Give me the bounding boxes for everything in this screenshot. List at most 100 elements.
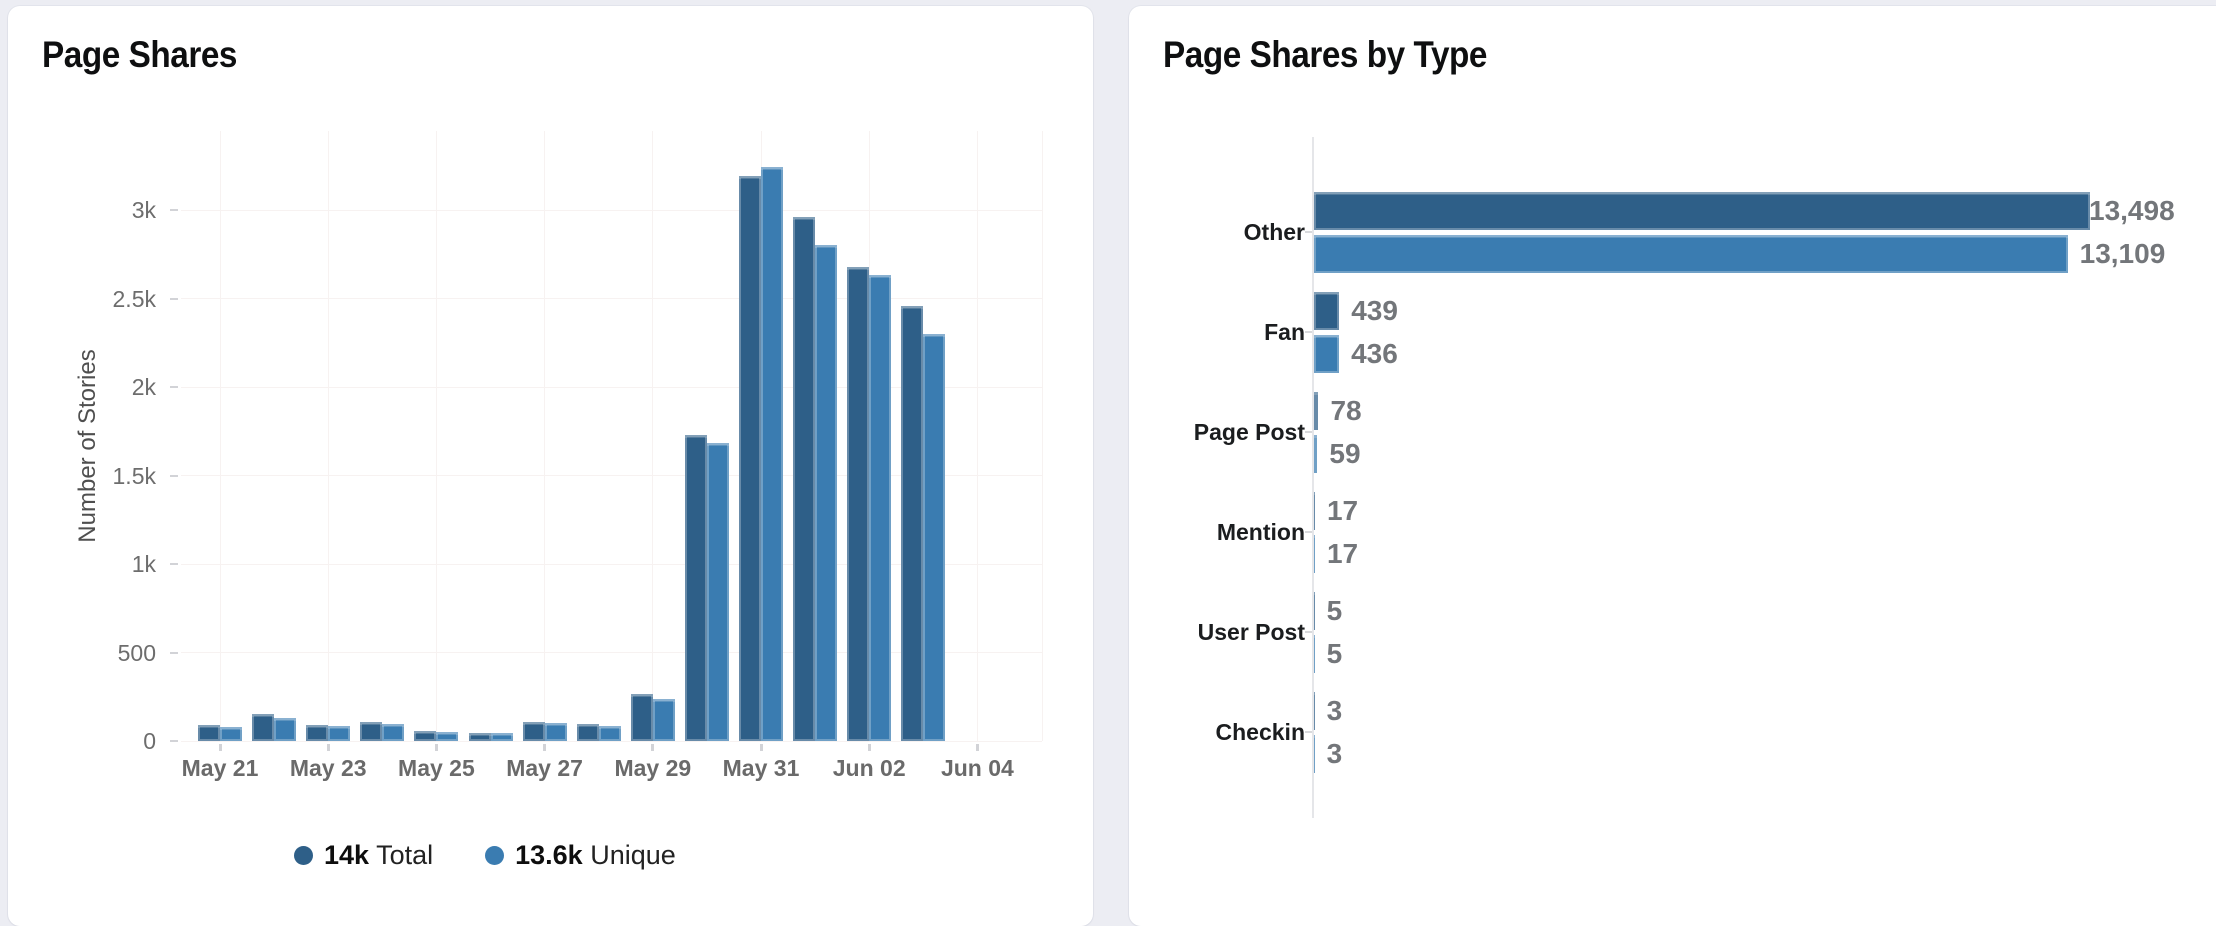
- total-bar[interactable]: [1314, 192, 2090, 230]
- total-bar[interactable]: [793, 217, 816, 741]
- y-axis-tick: [170, 474, 178, 477]
- unique-bar[interactable]: [815, 244, 838, 741]
- y-axis-tick-label: 2k: [131, 374, 156, 400]
- page-shares-by-type-title: Page Shares by Type: [1163, 34, 1487, 75]
- total-bar[interactable]: [1314, 692, 1315, 730]
- unique-bar[interactable]: [1314, 635, 1315, 673]
- legend-label-unique: Unique: [590, 840, 676, 870]
- x-axis-tick: [867, 744, 871, 751]
- page-shares-plot: 0 500 1k 1.5k 2k 2.5k 3k May 21 May 23 May 25 May …: [113, 131, 1043, 781]
- y-axis-tick: [170, 740, 178, 742]
- category-tick: [1305, 331, 1312, 333]
- category-label: User Post: [1197, 619, 1305, 645]
- grid-line-horizontal: [181, 298, 1042, 299]
- total-bar[interactable]: [522, 721, 545, 741]
- total-bar[interactable]: [198, 725, 220, 741]
- grid-line-vertical: [219, 131, 221, 741]
- unique-bar[interactable]: [1314, 735, 1315, 773]
- category-tick: [1305, 631, 1312, 633]
- total-bar[interactable]: [901, 306, 924, 741]
- grid-line-horizontal: [181, 740, 1042, 742]
- total-bar[interactable]: [1314, 492, 1315, 530]
- y-axis-tick: [170, 209, 178, 211]
- total-bar[interactable]: [847, 266, 870, 741]
- unique-bar[interactable]: [436, 732, 459, 741]
- category-label: Other: [1243, 219, 1305, 245]
- unique-bar[interactable]: [220, 726, 242, 741]
- y-axis-tick-label: 3k: [131, 197, 156, 223]
- x-axis-tick: [326, 744, 330, 751]
- total-bar[interactable]: [576, 724, 599, 741]
- category-tick: [1305, 231, 1312, 233]
- unique-bar[interactable]: [382, 724, 405, 741]
- total-bar[interactable]: [1314, 592, 1315, 630]
- grid-line-vertical: [652, 131, 654, 741]
- grid-line-horizontal: [181, 209, 1042, 211]
- x-axis-tick: [218, 744, 222, 751]
- unique-bar[interactable]: [274, 718, 297, 741]
- y-axis-tick-label: 0: [143, 728, 156, 754]
- value-label: 17: [1326, 538, 1359, 569]
- unique-bar[interactable]: [1314, 435, 1318, 473]
- x-axis-tick-label: May 27: [506, 755, 583, 781]
- total-bar[interactable]: [1314, 392, 1319, 430]
- total-bar[interactable]: [306, 725, 329, 741]
- x-axis-tick: [759, 744, 763, 751]
- total-bar[interactable]: [684, 434, 707, 741]
- value-label: 3: [1326, 738, 1343, 769]
- grid-line-horizontal: [181, 563, 1042, 565]
- unique-bar[interactable]: [490, 733, 513, 741]
- unique-bar[interactable]: [706, 442, 729, 741]
- unique-bar[interactable]: [1314, 235, 2068, 273]
- category-label: Checkin: [1215, 719, 1305, 745]
- value-label: 3: [1326, 695, 1343, 726]
- unique-bar[interactable]: [869, 274, 892, 741]
- category-tick: [1305, 431, 1312, 433]
- unique-bar[interactable]: [923, 333, 946, 741]
- category-label: Fan: [1264, 319, 1305, 345]
- grid-line-horizontal: [181, 652, 1042, 653]
- legend-value-total: 14k: [324, 840, 370, 870]
- unique-bar[interactable]: [1314, 535, 1315, 573]
- legend-value-unique: 13.6k: [515, 840, 583, 870]
- legend-item-unique[interactable]: 13.6k Unique: [485, 840, 676, 871]
- grid-line-horizontal: [181, 475, 1042, 476]
- page-shares-title: Page Shares: [42, 34, 237, 75]
- value-label: 59: [1329, 438, 1361, 469]
- unique-legend-dot-icon: [485, 846, 505, 865]
- legend-label-total: Total: [376, 840, 434, 870]
- legend-item-total[interactable]: 14k Total: [294, 840, 433, 871]
- grid-line-vertical: [327, 131, 329, 741]
- x-axis-tick: [651, 744, 655, 751]
- total-bar[interactable]: [468, 733, 491, 741]
- page-shares-by-type-card: Page Shares by Type Other 13,498 13,109 Fan…: [1129, 6, 2216, 926]
- x-axis-tick-label: Jun 02: [832, 755, 906, 781]
- total-legend-dot-icon: [294, 846, 313, 865]
- grid-line-vertical: [544, 131, 546, 741]
- total-bar[interactable]: [1314, 292, 1340, 330]
- page-shares-by-type-plot: Other 13,498 13,109 Fan 439 436 Page Post 78 59 M…: [1129, 6, 2216, 926]
- value-label: 13,109: [2079, 238, 2166, 269]
- unique-bar[interactable]: [652, 699, 675, 741]
- value-label: 5: [1326, 638, 1343, 669]
- unique-bar[interactable]: [761, 166, 783, 741]
- total-bar[interactable]: [739, 176, 761, 741]
- unique-bar[interactable]: [598, 725, 621, 741]
- x-axis-tick-label: May 21: [181, 755, 259, 781]
- category-label: Mention: [1216, 519, 1305, 545]
- total-bar[interactable]: [360, 722, 383, 741]
- x-axis-tick: [434, 744, 438, 751]
- total-bar[interactable]: [252, 714, 275, 741]
- unique-bar[interactable]: [1314, 335, 1340, 373]
- x-axis-tick-label: Jun 04: [940, 755, 1014, 781]
- total-bar[interactable]: [414, 731, 437, 741]
- x-axis-tick: [543, 744, 547, 751]
- category-axis-line: [1312, 137, 1314, 818]
- unique-bar[interactable]: [328, 725, 351, 741]
- value-label: 5: [1326, 595, 1343, 626]
- unique-bar[interactable]: [544, 723, 567, 741]
- total-bar[interactable]: [630, 694, 653, 741]
- y-axis-tick-label: 500: [117, 639, 156, 666]
- grid-line-horizontal: [181, 386, 1042, 388]
- y-axis-tick-label: 2.5k: [112, 285, 156, 312]
